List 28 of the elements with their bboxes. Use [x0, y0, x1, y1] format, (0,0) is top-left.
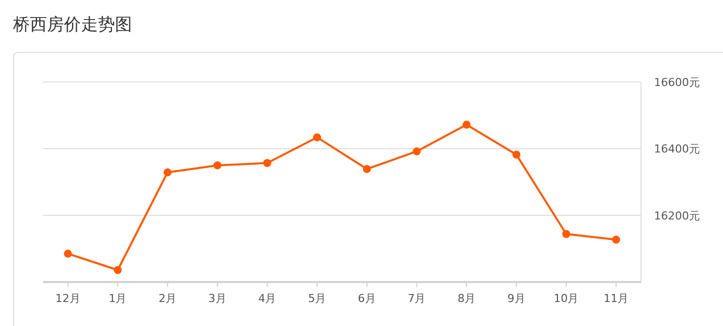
x-tick-label: 5月	[308, 292, 326, 305]
x-tick-label: 12月	[55, 292, 80, 305]
x-tick-label: 1月	[108, 292, 127, 305]
y-tick-label: 16400元	[654, 142, 700, 156]
point	[164, 168, 172, 176]
point	[213, 161, 222, 170]
x-tick-label: 10月	[554, 292, 579, 305]
x-tick-label: 3月	[208, 292, 226, 305]
point	[64, 250, 72, 258]
x-tick-label: 7月	[408, 292, 426, 305]
point	[562, 230, 570, 238]
point	[263, 159, 272, 167]
y-tick-label: 16600元	[654, 76, 700, 89]
x-tick-label: 8月	[458, 292, 476, 305]
point	[412, 147, 421, 156]
point	[612, 236, 620, 244]
point	[462, 120, 471, 129]
point	[313, 133, 322, 142]
x-tick-label: 4月	[258, 292, 276, 305]
x-tick-label: 6月	[358, 292, 376, 305]
point	[362, 165, 371, 173]
chart-title: 桥西房价走势图	[12, 15, 132, 35]
x-tick-label: 2月	[158, 292, 177, 305]
point	[114, 266, 122, 274]
y-tick-label: 16200元	[654, 209, 700, 222]
x-tick-label: 11月	[604, 292, 629, 305]
x-tick-label: 9月	[507, 292, 526, 305]
point	[512, 150, 520, 159]
